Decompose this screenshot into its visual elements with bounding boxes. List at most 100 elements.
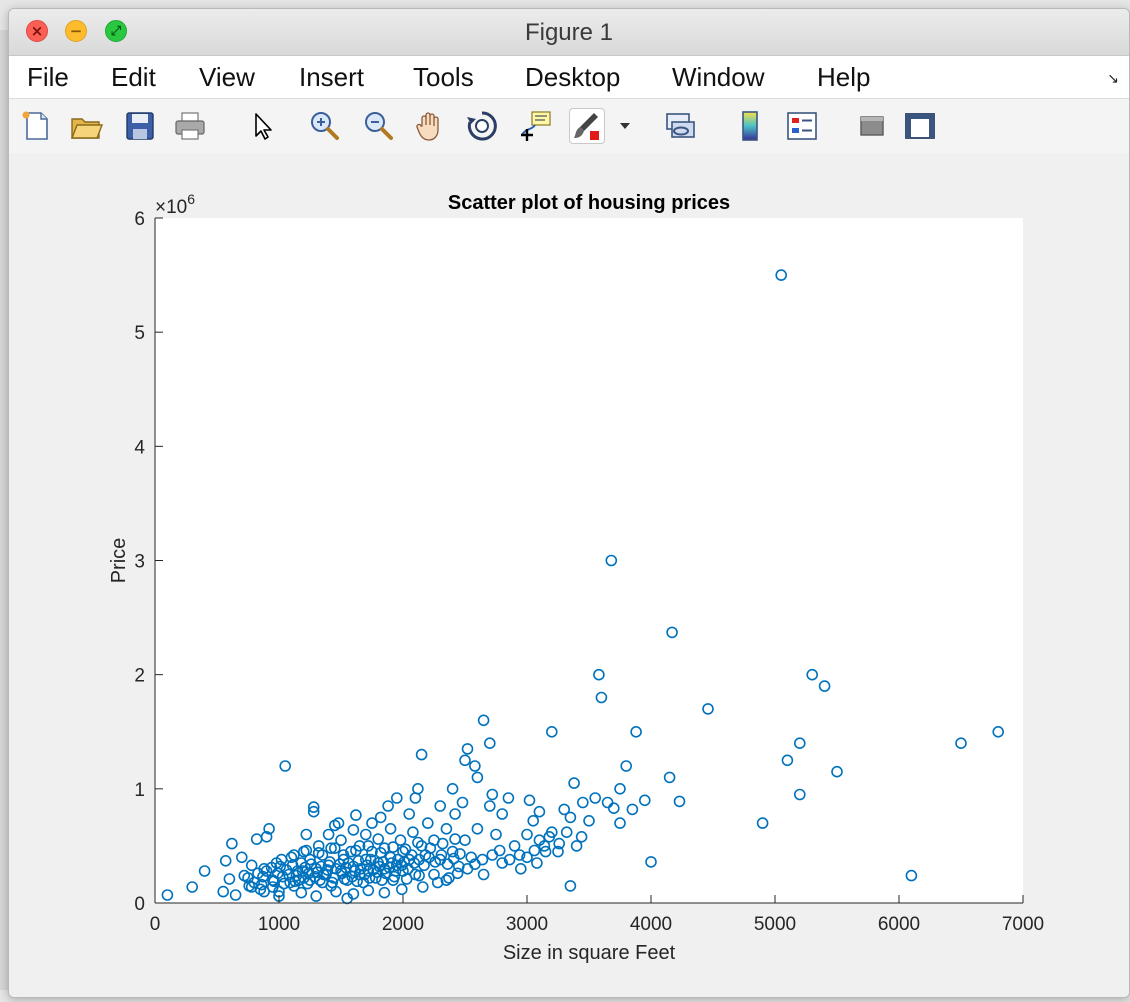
- y-tick-label: 3: [134, 552, 145, 573]
- data-point: [589, 792, 602, 804]
- data-point: [523, 794, 536, 807]
- x-tick-label: 6000: [878, 914, 920, 935]
- link-plot-button[interactable]: [663, 109, 697, 143]
- data-point: [336, 867, 349, 880]
- zoom-in-icon: [311, 112, 339, 140]
- data-point: [392, 853, 404, 866]
- data-point: [583, 814, 595, 827]
- data-point: [436, 837, 449, 850]
- colorbar-icon: [742, 111, 758, 141]
- data-point: [289, 875, 301, 888]
- data-point: [363, 872, 376, 884]
- hide-plot-tools-button[interactable]: [855, 109, 889, 143]
- new-figure-icon: [22, 111, 48, 140]
- data-point: [793, 737, 806, 750]
- data-point: [477, 714, 490, 727]
- data-point: [257, 870, 269, 883]
- show-plot-tools-icon: [905, 113, 935, 139]
- data-point: [307, 805, 320, 818]
- maximize-icon: ⤢: [110, 23, 122, 39]
- data-point: [521, 828, 533, 841]
- axes-background[interactable]: [155, 218, 1023, 903]
- data-cursor-button[interactable]: [519, 109, 553, 143]
- zoom-out-button[interactable]: [361, 109, 395, 143]
- data-point: [275, 853, 288, 866]
- data-point: [312, 846, 325, 859]
- print-button[interactable]: [173, 109, 207, 143]
- data-point: [376, 874, 388, 887]
- data-point: [461, 743, 474, 755]
- insert-colorbar-button[interactable]: [733, 109, 767, 143]
- data-point: [347, 824, 360, 836]
- title-bar[interactable]: × − ⤢ Figure 1: [9, 9, 1129, 56]
- data-point: [382, 800, 394, 812]
- data-point: [219, 854, 232, 867]
- data-point: [315, 860, 328, 873]
- data-point: [278, 877, 290, 890]
- menu-edit[interactable]: Edit: [111, 62, 156, 92]
- rotate-3d-icon: [467, 111, 497, 141]
- edit-plot-button[interactable]: [245, 109, 279, 143]
- x-tick-label: 1000: [258, 914, 300, 935]
- data-point: [412, 782, 424, 795]
- data-point: [366, 817, 378, 829]
- menu-help[interactable]: Help: [817, 62, 871, 92]
- brush-dropdown-icon: [620, 123, 630, 129]
- data-point: [476, 853, 489, 866]
- pan-button[interactable]: [413, 109, 447, 143]
- data-point: [601, 796, 614, 809]
- data-point: [161, 889, 174, 901]
- data-point: [471, 771, 484, 784]
- minimize-window-button[interactable]: −: [65, 20, 87, 42]
- x-tick-label: 0: [150, 914, 161, 935]
- menu-desktop[interactable]: Desktop: [525, 62, 621, 92]
- data-point: [781, 754, 794, 767]
- insert-legend-button[interactable]: [785, 109, 819, 143]
- y-tick-label: 2: [134, 666, 145, 687]
- data-point: [265, 861, 278, 874]
- y-axis-exponent-power: 6: [187, 191, 195, 207]
- data-point: [390, 792, 403, 804]
- data-point: [431, 876, 444, 889]
- new-figure-button[interactable]: [19, 109, 53, 143]
- data-point: [483, 800, 496, 812]
- menu-overflow-icon[interactable]: ↘: [1107, 70, 1119, 86]
- hide-plot-tools-icon: [860, 116, 884, 136]
- data-point: [369, 872, 382, 884]
- data-point: [300, 828, 313, 841]
- menu-bar: File Edit View Insert Tools Desktop Wind…: [9, 56, 1129, 98]
- data-point: [276, 870, 289, 883]
- data-point: [451, 867, 464, 880]
- data-point: [359, 853, 372, 866]
- brush-dropdown-button[interactable]: [617, 109, 633, 143]
- menu-file[interactable]: File: [27, 62, 69, 92]
- data-point: [905, 869, 918, 882]
- save-button[interactable]: [123, 109, 157, 143]
- brush-button[interactable]: [569, 108, 605, 144]
- menu-view[interactable]: View: [199, 62, 255, 92]
- pointer-icon: [255, 113, 272, 140]
- data-point: [350, 809, 362, 821]
- open-file-button[interactable]: [69, 109, 103, 143]
- show-plot-tools-button[interactable]: [903, 109, 937, 143]
- data-cursor-icon: [521, 111, 551, 141]
- y-axis-exponent-base: ×10: [155, 197, 187, 218]
- zoom-in-button[interactable]: [307, 109, 341, 143]
- data-point: [465, 851, 478, 864]
- data-point: [226, 837, 238, 850]
- rotate-3d-button[interactable]: [465, 109, 499, 143]
- data-point: [258, 885, 270, 898]
- close-window-button[interactable]: ×: [26, 20, 48, 42]
- data-point: [626, 803, 639, 816]
- data-point: [514, 862, 527, 875]
- data-point: [288, 849, 300, 861]
- menu-window[interactable]: Window: [672, 62, 765, 92]
- maximize-window-button[interactable]: ⤢: [105, 20, 127, 42]
- menu-insert[interactable]: Insert: [299, 62, 365, 92]
- data-point: [531, 857, 543, 869]
- figure-window: × − ⤢ Figure 1 File Edit View Insert Too…: [8, 8, 1130, 998]
- data-point: [424, 842, 437, 855]
- menu-tools[interactable]: Tools: [413, 62, 474, 92]
- data-point: [400, 873, 413, 885]
- data-point: [496, 857, 509, 869]
